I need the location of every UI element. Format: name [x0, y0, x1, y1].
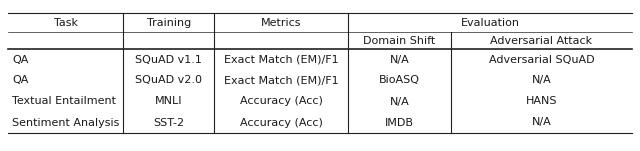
Text: MNLI: MNLI	[155, 96, 182, 106]
Text: Adversarial Attack: Adversarial Attack	[490, 35, 593, 45]
Text: Exact Match (EM)/F1: Exact Match (EM)/F1	[224, 55, 339, 64]
Text: Adversarial SQuAD: Adversarial SQuAD	[489, 55, 595, 64]
Text: QA: QA	[12, 76, 28, 85]
Text: QA: QA	[12, 55, 28, 64]
Text: SQuAD v1.1: SQuAD v1.1	[135, 55, 202, 64]
Text: Accuracy (Acc): Accuracy (Acc)	[239, 96, 323, 106]
Text: Evaluation: Evaluation	[461, 18, 520, 27]
Text: SQuAD v2.0: SQuAD v2.0	[135, 76, 202, 85]
Text: HANS: HANS	[526, 96, 557, 106]
Text: SST-2: SST-2	[153, 117, 184, 127]
Text: Sentiment Analysis: Sentiment Analysis	[12, 117, 120, 127]
Text: Accuracy (Acc): Accuracy (Acc)	[239, 117, 323, 127]
Text: N/A: N/A	[390, 96, 410, 106]
Text: Task: Task	[54, 18, 77, 27]
Text: Training: Training	[147, 18, 191, 27]
Text: N/A: N/A	[532, 76, 552, 85]
Text: N/A: N/A	[390, 55, 410, 64]
Text: IMDB: IMDB	[385, 117, 414, 127]
Text: Metrics: Metrics	[260, 18, 301, 27]
Text: Domain Shift: Domain Shift	[364, 35, 436, 45]
Text: Textual Entailment: Textual Entailment	[12, 96, 116, 106]
Text: N/A: N/A	[532, 117, 552, 127]
Text: Exact Match (EM)/F1: Exact Match (EM)/F1	[224, 76, 339, 85]
Text: BioASQ: BioASQ	[379, 76, 420, 85]
